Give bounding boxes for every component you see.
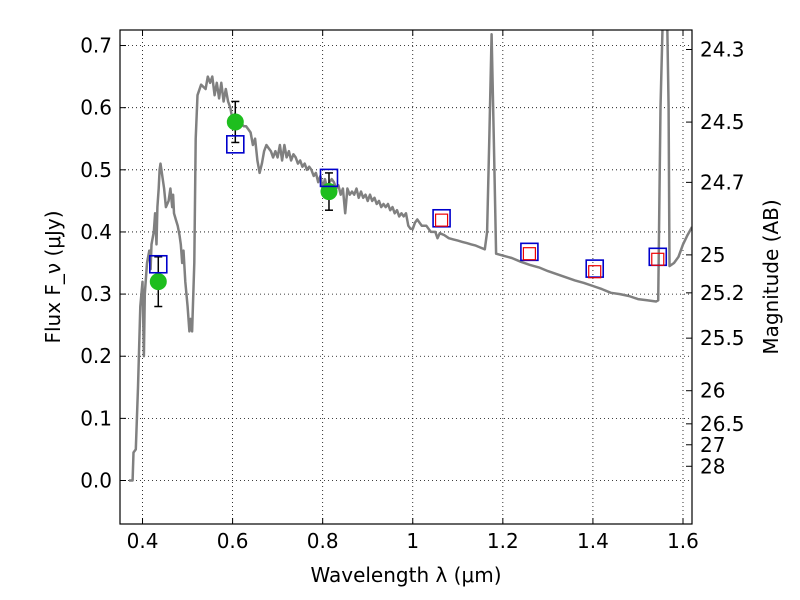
sed-line-layer <box>129 30 692 482</box>
model-square <box>226 135 245 154</box>
x-tick-label: 1.4 <box>577 529 609 553</box>
y-tick-label: 0.6 <box>80 96 112 120</box>
model-square <box>319 168 339 188</box>
x-tick-label: 0.4 <box>127 529 159 553</box>
y-axis-right-label: Magnitude (AB) <box>759 199 783 354</box>
right-tick-label: 26.5 <box>700 412 745 436</box>
x-tick-label: 1 <box>406 529 419 553</box>
plot-frame <box>119 29 693 525</box>
right-tick-label: 25.5 <box>700 326 745 350</box>
y-axis-label: Flux F_ν (μJy) <box>41 210 65 343</box>
observed-point <box>149 273 167 291</box>
y-tick-label: 0.0 <box>80 469 112 493</box>
right-tick-label: 28 <box>700 454 725 478</box>
tick-marks <box>120 30 692 524</box>
observed-point <box>226 113 244 131</box>
x-tick-label: 1.6 <box>667 529 699 553</box>
y-tick-label: 0.2 <box>80 344 112 368</box>
observed-point <box>320 183 338 201</box>
plot-area <box>129 30 692 482</box>
right-tick-label: 24.7 <box>700 170 745 194</box>
plot-background <box>120 30 692 524</box>
y-tick-label: 0.3 <box>80 282 112 306</box>
model-square <box>520 242 539 262</box>
model-square-inner <box>651 252 665 266</box>
model-square-inner <box>434 213 449 227</box>
x-tick-label: 0.8 <box>307 529 339 553</box>
model-square <box>585 259 605 278</box>
model-square <box>148 254 168 274</box>
y-tick-label: 0.4 <box>80 220 112 244</box>
sed-model-line <box>129 30 692 482</box>
model-square-inner <box>522 247 537 261</box>
right-tick-label: 24.5 <box>700 110 745 134</box>
model-square <box>432 208 451 228</box>
right-tick-label: 25 <box>700 243 725 267</box>
marker-layer <box>148 100 668 308</box>
y-tick-label: 0.5 <box>80 158 112 182</box>
y-tick-label: 0.7 <box>80 34 112 58</box>
right-tick-label: 24.3 <box>700 38 745 62</box>
y-tick-label: 0.1 <box>80 406 112 430</box>
grid <box>120 30 692 524</box>
right-tick-label: 26 <box>700 379 725 403</box>
x-tick-label: 0.6 <box>217 529 249 553</box>
model-square-inner <box>588 265 602 279</box>
x-axis-label: Wavelength λ (μm) <box>310 563 501 587</box>
right-tick-label: 25.2 <box>700 281 745 305</box>
right-tick-label: 27 <box>700 433 725 457</box>
x-tick-label: 1.2 <box>487 529 519 553</box>
tick-labels: 0.4 0.6 0.8 1 1.2 1.4 1.6 0.0 0.1 0.2 0.3 0.4 0.5 0.6… <box>80 34 744 553</box>
